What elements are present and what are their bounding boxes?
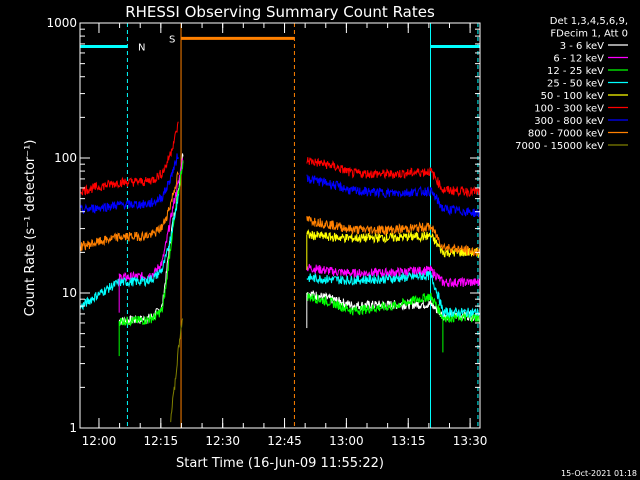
legend-label-0: 3 - 6 keV (560, 41, 604, 52)
series-3-pre (79, 194, 179, 311)
series-6-pre (79, 153, 179, 214)
axes: 1 10 100 1000 12:00 12:15 12:30 12:45 13:00 13:15… (46, 16, 487, 448)
series-5-pre (79, 121, 179, 196)
legend-label-6: 300 - 800 keV (534, 116, 604, 127)
y-tick-label: 1000 (46, 16, 77, 30)
x-tick-label: 13:15 (391, 434, 426, 448)
legend-label-7: 800 - 7000 keV (528, 129, 604, 140)
x-tick-label: 12:45 (267, 434, 302, 448)
x-tick-label: 13:30 (453, 434, 488, 448)
y-tick-label: 100 (54, 151, 77, 165)
legend-header-0: Det 1,3,4,5,6,9, (550, 16, 628, 27)
legend-label-8: 7000 - 15000 keV (515, 141, 604, 152)
x-tick-label: 12:15 (144, 434, 179, 448)
series-5-post (306, 157, 480, 198)
mode-label-1: S (169, 34, 175, 45)
series-7-pre (79, 170, 179, 252)
series-6-post (306, 174, 480, 218)
series-1-post (306, 263, 480, 288)
y-tick-label: 1 (69, 421, 77, 435)
legend-label-3: 25 - 50 keV (547, 79, 604, 90)
mode-label-0: N (138, 42, 145, 53)
y-axis-label: Count Rate (s⁻¹ detector⁻¹) (23, 140, 38, 317)
y-tick-label: 10 (62, 286, 77, 300)
chart-title: RHESSI Observing Summary Count Rates (125, 3, 435, 21)
series-4-post (306, 228, 480, 259)
legend-label-2: 12 - 25 keV (547, 66, 604, 77)
series-8-pre (170, 318, 184, 423)
plot-area: NS (79, 23, 480, 428)
legend-label-4: 50 - 100 keV (541, 91, 605, 102)
series-7-post (306, 215, 480, 258)
footer-date: 15-Oct-2021 01:18 (561, 469, 637, 478)
series-3-post (306, 270, 480, 319)
axes-frame (79, 22, 481, 429)
legend-label-1: 6 - 12 keV (553, 54, 604, 65)
legend-label-5: 100 - 300 keV (534, 104, 604, 115)
x-tick-label: 12:00 (82, 434, 117, 448)
x-tick-label: 13:00 (329, 434, 364, 448)
legend: Det 1,3,4,5,6,9, FDecim 1, Att 03 - 6 keV… (515, 16, 628, 152)
x-tick-label: 12:30 (205, 434, 240, 448)
series-2-pre (118, 160, 184, 327)
series-2-post (306, 292, 480, 323)
x-axis-label: Start Time (16-Jun-09 11:55:22) (176, 456, 384, 471)
legend-header-1: FDecim 1, Att 0 (550, 29, 628, 40)
